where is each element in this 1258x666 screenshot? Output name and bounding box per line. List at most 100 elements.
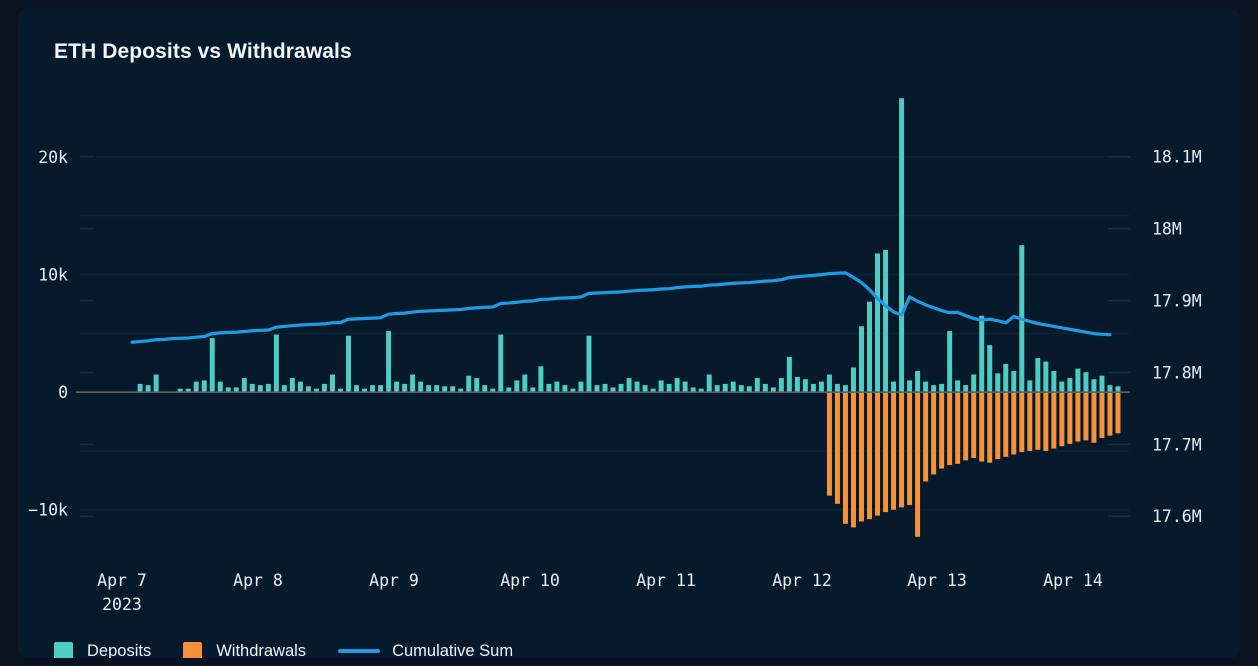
deposit-bar — [955, 380, 961, 393]
x-axis-tick-label: Apr 11 — [636, 571, 696, 590]
deposit-bar — [1027, 380, 1033, 393]
x-axis-tick-label: Apr 8 — [233, 571, 283, 590]
legend-label: Withdrawals — [216, 641, 307, 659]
deposit-bar — [875, 253, 881, 393]
withdrawal-bar — [891, 392, 897, 510]
withdrawal-bar — [931, 392, 937, 475]
y-axis-left-tick-label: 10k — [38, 266, 68, 285]
deposit-bar — [690, 387, 696, 393]
withdrawal-bar — [899, 392, 905, 508]
deposit-bar — [834, 383, 840, 393]
legend-item[interactable]: Deposits — [54, 641, 152, 659]
deposit-bar — [1075, 368, 1081, 393]
legend-color-swatch — [183, 641, 203, 658]
deposit-bar — [867, 301, 872, 393]
deposit-bar — [947, 331, 953, 393]
withdrawal-bar — [979, 392, 985, 462]
deposit-bar — [217, 381, 223, 393]
legend-label: Deposits — [87, 641, 152, 659]
deposit-bar — [329, 374, 335, 393]
withdrawal-bar — [1019, 392, 1025, 453]
deposit-bar — [410, 374, 416, 393]
deposit-bar — [1011, 371, 1017, 393]
deposit-bar — [1067, 378, 1073, 393]
x-axis-tick-label: Apr 12 — [772, 571, 832, 590]
x-axis-tick-label: Apr 7 — [97, 571, 147, 590]
deposit-bar — [289, 378, 295, 393]
deposit-bar — [394, 381, 400, 393]
deposit-bar — [530, 387, 536, 393]
deposit-bar — [738, 385, 744, 393]
deposit-bar — [1099, 375, 1105, 393]
withdrawal-bar — [834, 392, 840, 504]
deposit-bar — [434, 385, 440, 393]
deposit-bar — [386, 331, 392, 393]
deposit-bar — [979, 315, 985, 393]
deposit-bar — [426, 385, 432, 393]
deposit-bar — [522, 374, 528, 393]
deposit-bar — [225, 387, 231, 393]
withdrawal-bar — [867, 392, 872, 520]
withdrawal-bar — [955, 392, 961, 464]
deposit-bar — [241, 378, 247, 393]
deposit-bar — [1051, 371, 1057, 393]
withdrawal-bar — [939, 392, 945, 469]
chart-plot: 20k 10k 0 −10k 18.1M 18M 17.9M 17.8M 17.7M 17.6M A… — [28, 98, 1202, 614]
deposit-bar — [346, 335, 351, 393]
deposit-bar — [498, 334, 504, 393]
deposit-bar — [802, 379, 808, 393]
x-axis-tick-label: Apr 10 — [500, 571, 560, 590]
legend-line-marker — [338, 649, 381, 653]
y-axis-right-tick-label: 17.8M — [1152, 363, 1202, 382]
withdrawal-bar — [923, 392, 929, 482]
legend-color-swatch — [54, 641, 73, 658]
withdrawal-bar — [987, 392, 993, 463]
deposit-bar — [538, 366, 544, 393]
deposit-bar — [193, 381, 199, 393]
deposit-bar — [730, 381, 736, 393]
deposit-bar — [963, 385, 969, 393]
withdrawal-bar — [1107, 392, 1113, 436]
deposit-bar — [770, 387, 776, 393]
y-axis-right-tick-label: 18M — [1152, 220, 1182, 239]
deposit-bar — [899, 98, 905, 393]
withdrawal-bar — [1075, 392, 1081, 442]
deposit-bar — [257, 385, 263, 393]
deposit-bar — [338, 388, 343, 393]
deposit-bar — [1107, 385, 1113, 393]
x-axis-tick-label: Apr 14 — [1043, 571, 1103, 590]
deposit-bar — [177, 388, 183, 393]
deposit-bar — [1059, 381, 1065, 393]
deposit-bar — [370, 385, 376, 393]
bar-group — [137, 98, 1121, 537]
deposit-bar — [1003, 363, 1009, 393]
deposit-bar — [570, 388, 576, 393]
deposit-bar — [826, 374, 832, 393]
deposit-bar — [402, 383, 408, 393]
withdrawal-bar — [963, 392, 969, 461]
deposit-bar — [418, 381, 424, 393]
withdrawal-bar — [1003, 392, 1009, 457]
deposit-bar — [554, 381, 560, 393]
legend-item[interactable]: Withdrawals — [183, 641, 307, 659]
deposit-bar — [265, 383, 271, 393]
withdrawal-bar — [1099, 392, 1105, 439]
x-axis-year-label: 2023 — [102, 595, 142, 614]
withdrawal-bar — [995, 392, 1001, 460]
deposit-bar — [714, 385, 720, 393]
withdrawal-bar — [842, 392, 848, 524]
deposit-bar — [618, 383, 624, 393]
legend-label: Cumulative Sum — [392, 641, 514, 659]
deposit-bar — [321, 383, 327, 393]
deposit-bar — [201, 380, 207, 393]
legend-item[interactable]: Cumulative Sum — [338, 641, 514, 659]
withdrawal-bar — [883, 392, 889, 513]
chart-legend: Deposits Withdrawals Cumulative Sum — [54, 639, 545, 658]
deposit-bar — [1043, 361, 1049, 393]
deposit-bar — [842, 385, 848, 393]
deposit-bar — [153, 374, 159, 393]
withdrawal-bar — [1115, 392, 1121, 434]
deposit-bar — [634, 381, 640, 393]
deposit-bar — [297, 381, 303, 393]
